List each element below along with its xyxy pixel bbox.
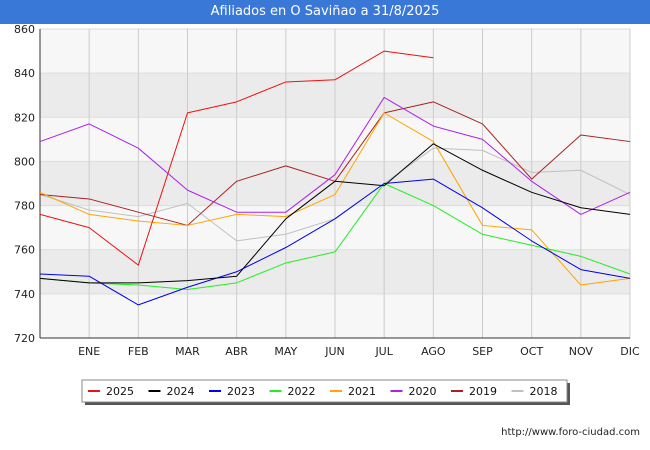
legend-label-2019: 2019: [469, 385, 497, 398]
legend-label-2018: 2018: [530, 385, 558, 398]
legend-label-2024: 2024: [167, 385, 195, 398]
grid: [39, 28, 631, 339]
y-tick-label: 760: [14, 244, 35, 257]
x-axis: ENE FEB MAR ABR MAY JUN JUL AGO SEP OCT NOV DIC: [78, 345, 640, 358]
x-tick-label: NOV: [569, 345, 594, 358]
x-tick-label: SEP: [472, 345, 493, 358]
source-url: http://www.foro-ciudad.com: [501, 427, 640, 438]
legend-box: [81, 379, 568, 403]
y-tick-label: 840: [14, 67, 35, 80]
x-tick-label: MAY: [274, 345, 297, 358]
x-tick-label: OCT: [520, 345, 543, 358]
x-tick-label: ENE: [78, 345, 100, 358]
x-tick-label: DIC: [620, 345, 640, 358]
x-tick-label: FEB: [128, 345, 149, 358]
chart-title: Afiliados en O Saviñao a 31/8/2025: [0, 0, 650, 24]
x-tick-label: AGO: [421, 345, 446, 358]
y-tick-label: 820: [14, 111, 35, 124]
series-line-2023: [39, 178, 631, 306]
series-line-2024: [39, 143, 631, 284]
series-lines: [39, 50, 631, 306]
legend: 2025 2024 2023 2022 2021 2020 2019 2018: [81, 379, 570, 405]
y-tick-label: 780: [14, 200, 35, 213]
y-tick-label: 860: [14, 23, 35, 36]
series-line-2020: [39, 96, 631, 215]
series-line-2021: [39, 112, 631, 286]
x-tick-label: JUL: [374, 345, 393, 358]
x-tick-label: JUN: [324, 345, 345, 358]
y-tick-label: 800: [14, 155, 35, 168]
series-line-2025: [39, 50, 434, 266]
legend-items: 2025 2024 2023 2022 2021 2020 2019 2018: [88, 385, 558, 398]
y-axis: 720 740 760 780 800 820 840 860: [14, 23, 35, 345]
y-tick-label: 720: [14, 332, 35, 345]
legend-label-2022: 2022: [288, 385, 316, 398]
series-line-2022: [39, 183, 631, 290]
legend-label-2021: 2021: [348, 385, 376, 398]
x-tick-label: MAR: [175, 345, 200, 358]
y-tick-label: 740: [14, 288, 35, 301]
legend-label-2025: 2025: [106, 385, 134, 398]
legend-label-2023: 2023: [227, 385, 255, 398]
x-tick-label: ABR: [225, 345, 248, 358]
legend-label-2020: 2020: [409, 385, 437, 398]
